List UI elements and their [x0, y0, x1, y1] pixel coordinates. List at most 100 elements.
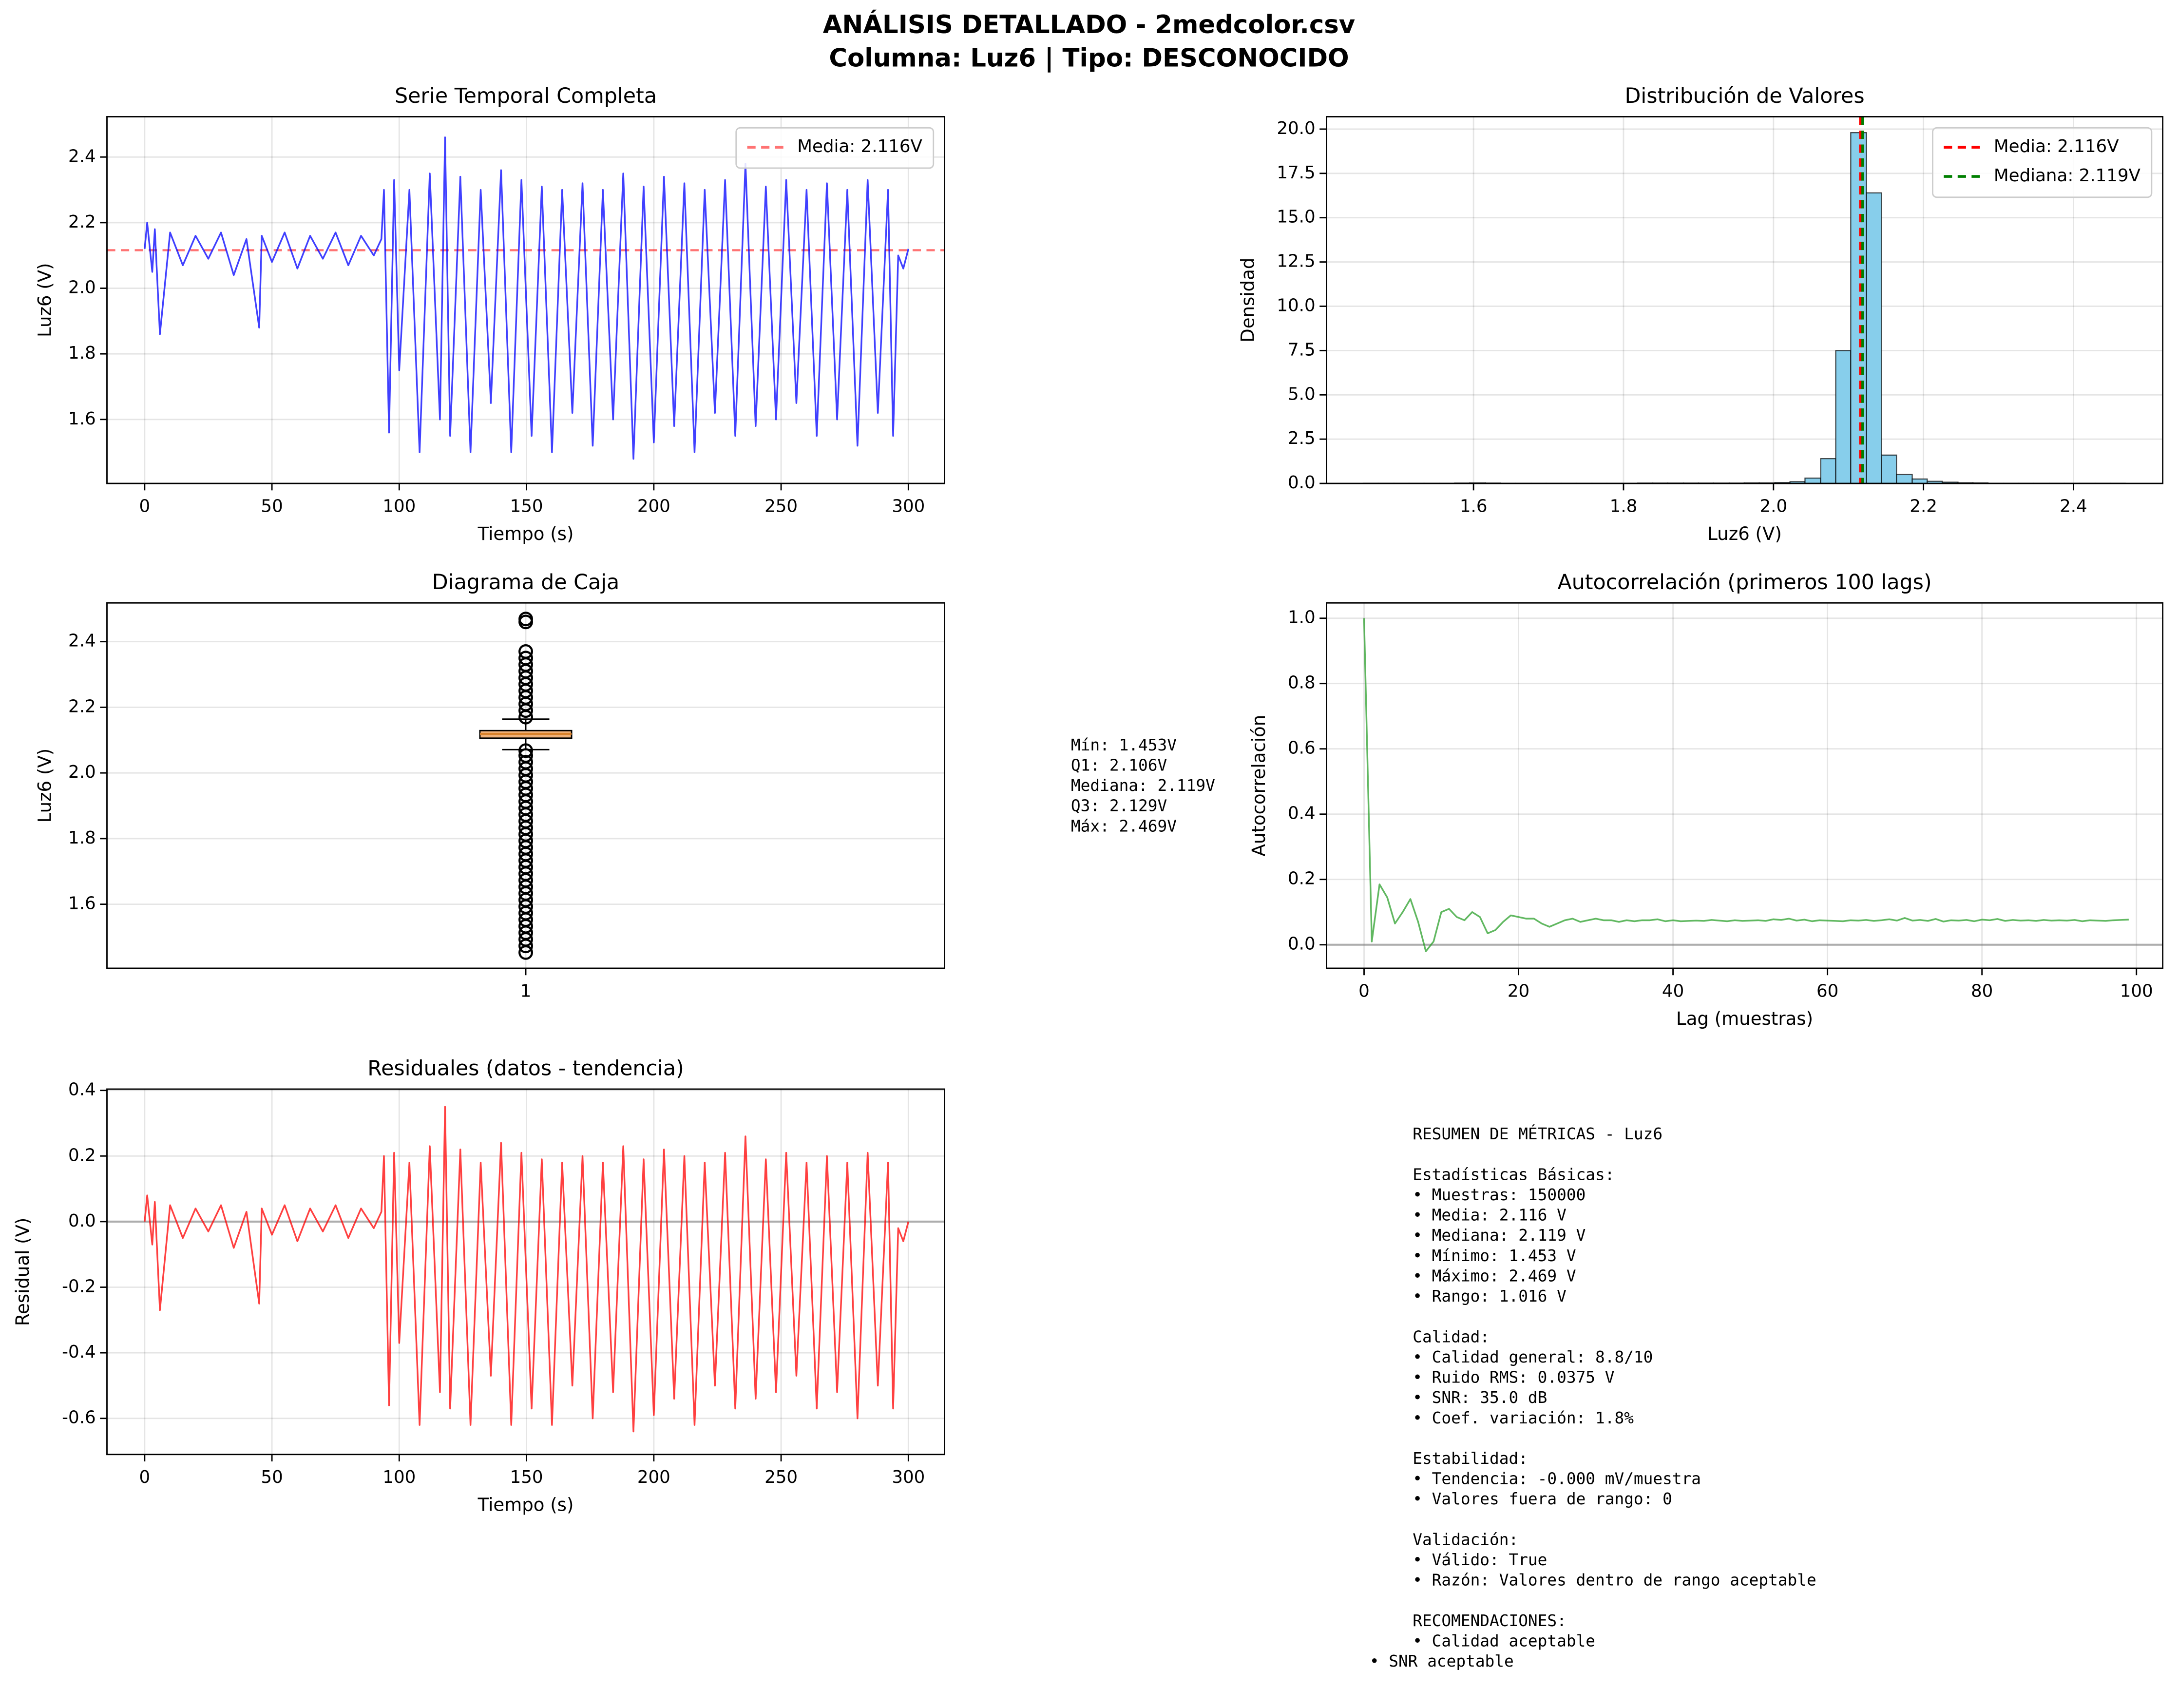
y-axis-label: Residual (V) — [12, 1218, 33, 1326]
y-tick-label: 2.0 — [68, 762, 96, 782]
x-tick-label: 50 — [261, 1467, 283, 1487]
x-tick-label: 0 — [1358, 981, 1370, 1001]
flier — [518, 644, 533, 659]
flier — [518, 651, 533, 666]
x-tick-label: 250 — [764, 497, 798, 517]
summary-heading: Estabilidad: — [1413, 1449, 1528, 1468]
summary-item: • Media: 2.116 V — [1413, 1206, 1567, 1225]
y-tick-label: 10.0 — [1277, 295, 1315, 315]
x-tick-label: 0 — [139, 1467, 151, 1487]
figure-subtitle: Columna: Luz6 | Tipo: DESCONOCIDO — [829, 44, 1349, 73]
x-tick-label: 300 — [892, 497, 925, 517]
x-tick-label: 150 — [510, 1467, 543, 1487]
x-tick-label: 150 — [510, 497, 543, 517]
y-tick-label: 0.0 — [68, 1211, 96, 1231]
x-tick-label: 100 — [382, 497, 416, 517]
y-axis-label: Densidad — [1237, 258, 1258, 343]
x-axis-label: Luz6 (V) — [1707, 523, 1782, 544]
x-tick-label: 2.4 — [2060, 497, 2087, 517]
figure-title: ANÁLISIS DETALLADO - 2medcolor.csv — [823, 10, 1356, 39]
hist-bar — [1835, 350, 1852, 484]
x-tick-label: 100 — [2120, 981, 2153, 1001]
x-tick-label: 200 — [637, 1467, 670, 1487]
stats-text: Mín: 1.453V — [1071, 736, 1177, 754]
y-tick-label: 20.0 — [1277, 118, 1315, 138]
chart-title: Autocorrelación (primeros 100 lags) — [1557, 570, 1931, 595]
y-tick-label: 0.2 — [1288, 869, 1316, 889]
x-tick-label: 50 — [261, 497, 283, 517]
x-tick-label: 1.8 — [1610, 497, 1638, 517]
y-axis-label: Luz6 (V) — [35, 748, 56, 823]
y-tick-label: 2.2 — [68, 696, 96, 716]
y-tick-label: 0.4 — [1288, 804, 1316, 824]
legend-label: Media: 2.116V — [1994, 136, 2119, 156]
summary-item: • Mediana: 2.119 V — [1413, 1226, 1586, 1245]
y-tick-label: 17.5 — [1277, 163, 1315, 183]
legend-label: Mediana: 2.119V — [1994, 166, 2141, 186]
x-tick-label: 250 — [764, 1467, 798, 1487]
hist-bar — [1820, 458, 1836, 484]
y-axis-label: Luz6 (V) — [35, 263, 56, 338]
x-tick-label: 300 — [892, 1467, 925, 1487]
y-tick-label: -0.2 — [62, 1276, 96, 1296]
axes-frame — [1326, 602, 2164, 969]
summary-item: • Razón: Valores dentro de rango aceptab… — [1413, 1571, 1816, 1590]
chart-title: Residuales (datos - tendencia) — [367, 1056, 684, 1081]
x-tick-label: 1.6 — [1460, 497, 1488, 517]
data-line — [144, 136, 909, 460]
summary-item: • Válido: True — [1413, 1551, 1547, 1569]
summary-heading: Calidad: — [1413, 1327, 1490, 1346]
y-tick-label: 1.6 — [68, 409, 96, 429]
axes-frame — [106, 116, 945, 484]
summary-item: • Rango: 1.016 V — [1413, 1287, 1567, 1305]
x-axis-label: Tiempo (s) — [478, 1495, 574, 1516]
x-tick-label: 40 — [1662, 981, 1684, 1001]
summary-heading: RECOMENDACIONES: — [1413, 1612, 1567, 1630]
y-axis-label: Autocorrelación — [1248, 715, 1269, 857]
stats-text: Q1: 2.106V — [1071, 756, 1167, 774]
axes-frame — [106, 602, 945, 969]
x-tick-label: 2.2 — [1910, 497, 1937, 517]
y-tick-label: 7.5 — [1288, 340, 1316, 360]
summary-item: • Máximo: 2.469 V — [1413, 1267, 1576, 1285]
hist-bar — [1896, 474, 1913, 484]
hist-bar — [1850, 132, 1867, 484]
x-tick-label: 20 — [1508, 981, 1529, 1001]
summary-item: • Calidad aceptable — [1413, 1632, 1595, 1650]
y-tick-label: 5.0 — [1288, 384, 1316, 404]
y-tick-label: 0.2 — [68, 1145, 96, 1165]
x-tick-label: 60 — [1816, 981, 1838, 1001]
y-tick-label: 0.6 — [1288, 738, 1316, 758]
hist-bar — [1866, 192, 1882, 484]
y-tick-label: 0.0 — [1288, 934, 1316, 954]
summary-heading: Estadísticas Básicas: — [1413, 1165, 1614, 1184]
flier — [518, 743, 533, 758]
summary-item: • Ruido RMS: 0.0375 V — [1413, 1368, 1614, 1387]
summary-heading: Validación: — [1413, 1530, 1518, 1549]
y-tick-label: 0.8 — [1288, 673, 1316, 693]
flier — [518, 612, 533, 627]
axes-frame — [106, 1088, 945, 1456]
summary-item: • Muestras: 150000 — [1413, 1186, 1586, 1204]
x-tick-label: 80 — [1971, 981, 1993, 1001]
summary-item: • Valores fuera de rango: 0 — [1413, 1490, 1672, 1508]
y-tick-label: 0.0 — [1288, 473, 1316, 493]
legend-box — [1932, 127, 2153, 198]
legend-label: Media: 2.116V — [797, 136, 922, 156]
x-axis-label: Tiempo (s) — [478, 523, 574, 544]
summary-item: • SNR aceptable — [1370, 1652, 1514, 1670]
stats-text: Mediana: 2.119V — [1071, 776, 1215, 795]
y-tick-label: 1.8 — [68, 343, 96, 363]
y-tick-label: 12.5 — [1277, 251, 1315, 271]
axes-frame — [1326, 116, 2164, 484]
data-line — [1363, 618, 2129, 952]
legend-box — [735, 127, 935, 169]
x-tick-label: 2.0 — [1759, 497, 1787, 517]
summary-item: • SNR: 35.0 dB — [1413, 1388, 1547, 1407]
y-tick-label: 2.4 — [68, 631, 96, 651]
data-line — [144, 1106, 909, 1433]
y-tick-label: 0.4 — [68, 1080, 96, 1100]
y-tick-label: 1.8 — [68, 828, 96, 848]
